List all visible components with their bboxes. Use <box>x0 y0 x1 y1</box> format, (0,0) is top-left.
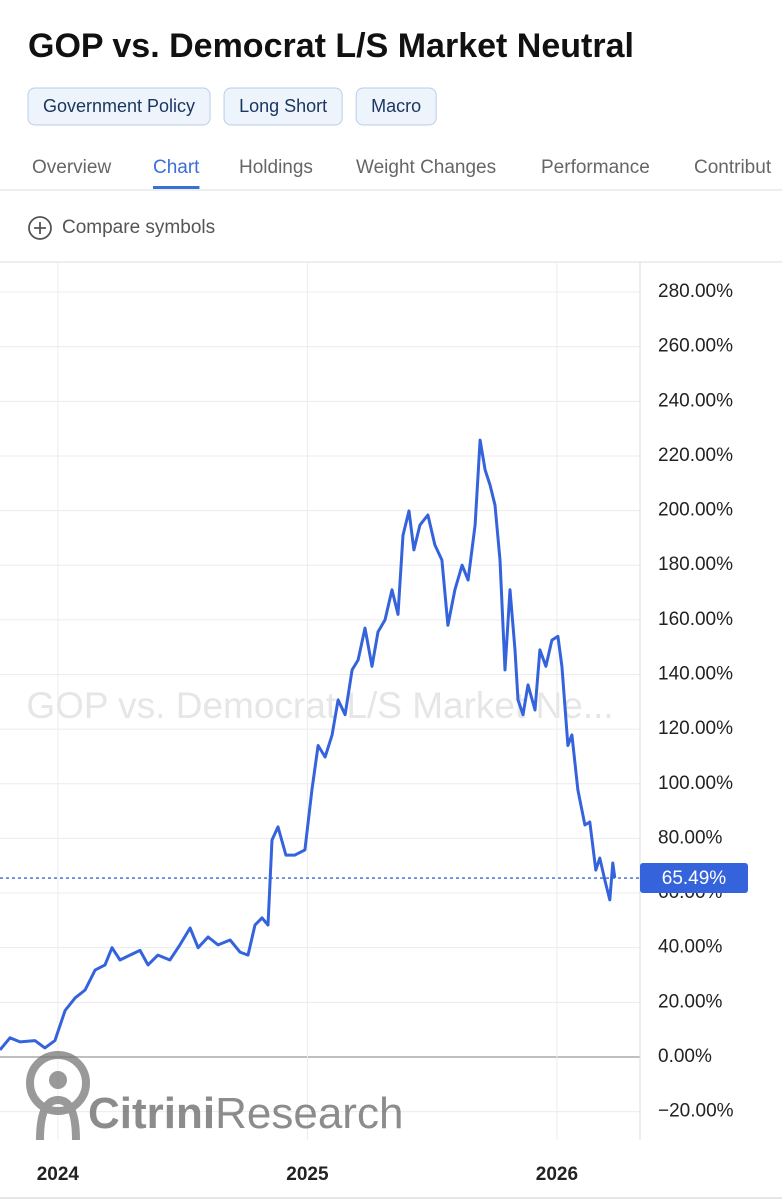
compare-icon[interactable] <box>28 216 52 240</box>
y-tick-label: −20.00% <box>658 1101 734 1122</box>
page-title: GOP vs. Democrat L/S Market Neutral <box>28 27 634 65</box>
tag[interactable] <box>27 87 211 126</box>
y-tick-label: 20.00% <box>658 991 723 1012</box>
tab[interactable]: Weight Changes <box>356 157 496 178</box>
logo-text-bold: Citrini <box>88 1089 215 1138</box>
y-tick-label: 160.00% <box>658 609 733 630</box>
tab[interactable]: Overview <box>32 157 111 178</box>
watermark: GOP vs. Democrat L/S Market Ne... <box>26 685 613 726</box>
tag-label[interactable]: Macro <box>371 96 421 116</box>
y-tick-label: 180.00% <box>658 554 733 575</box>
y-tick-label: 100.00% <box>658 773 733 794</box>
logo-icon <box>36 1095 80 1141</box>
y-tick-label: 240.00% <box>658 390 733 411</box>
tag[interactable] <box>355 87 437 126</box>
data-line <box>0 438 617 1051</box>
y-tick-label: 140.00% <box>658 664 733 685</box>
tab[interactable]: Chart <box>153 157 200 178</box>
y-tick-label: 200.00% <box>658 500 733 521</box>
logo-text: CitriniResearch <box>88 1089 403 1138</box>
compare-symbols[interactable]: Compare symbols <box>62 217 215 238</box>
compare-icon-plus[interactable] <box>34 222 46 234</box>
last-value-label: 65.49% <box>662 868 727 889</box>
logo: CitriniResearch <box>26 1051 403 1141</box>
y-tick-label: 260.00% <box>658 336 733 357</box>
y-tick-label: 280.00% <box>658 281 733 302</box>
y-tick-label: 120.00% <box>658 718 733 739</box>
tab[interactable]: Holdings <box>239 157 313 178</box>
y-tick-label: 0.00% <box>658 1046 712 1067</box>
tag[interactable] <box>223 87 343 126</box>
x-tick-label: 2026 <box>536 1164 578 1185</box>
tab[interactable]: Performance <box>541 157 650 178</box>
y-tick-label: 220.00% <box>658 445 733 466</box>
y-tick-label: 40.00% <box>658 937 723 958</box>
logo-text-light: Research <box>215 1089 403 1138</box>
logo-icon <box>49 1071 67 1089</box>
x-tick-label: 2025 <box>286 1164 329 1185</box>
tag-label[interactable]: Long Short <box>239 96 327 116</box>
tab[interactable]: Contribut <box>694 157 772 178</box>
tag-label[interactable]: Government Policy <box>43 96 195 116</box>
logo-icon <box>26 1051 90 1115</box>
y-tick-label: 80.00% <box>658 827 723 848</box>
x-tick-label: 2024 <box>37 1164 80 1185</box>
last-value-badge <box>640 863 748 894</box>
tab-underline <box>153 186 200 189</box>
